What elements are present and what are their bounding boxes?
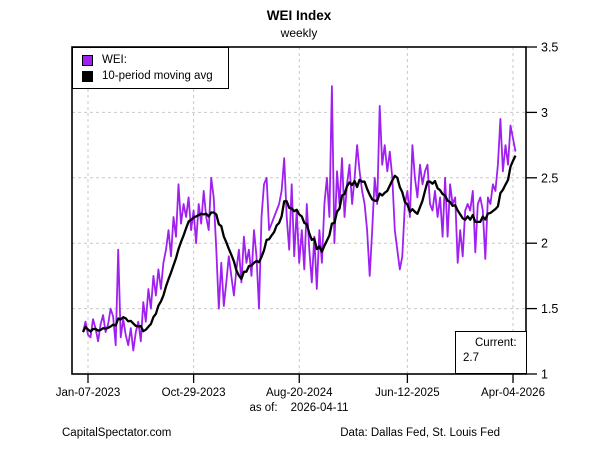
y-tick-label: 2 xyxy=(541,237,548,251)
legend-item-wei: WEI: xyxy=(82,53,222,67)
as-of-row: as of: 2026-04-11 xyxy=(72,402,526,414)
y-tick-label: 3 xyxy=(541,106,548,120)
moving-avg-line xyxy=(81,155,517,333)
source-site-caption: CapitalSpectator.com xyxy=(62,427,172,439)
as-of-label: as of: xyxy=(249,402,278,414)
legend-label-moving-avg: 10-period moving avg xyxy=(102,70,213,82)
x-tick-label: Apr-04-2026 xyxy=(481,387,545,399)
y-tick-label: 3.5 xyxy=(541,41,558,55)
legend-label-wei: WEI: xyxy=(102,54,127,66)
chart-subtitle: weekly xyxy=(280,26,318,40)
x-tick-label: Jan-07-2023 xyxy=(56,387,121,399)
current-value: 2.7 xyxy=(463,352,479,364)
x-tick-label: Aug-20-2024 xyxy=(266,387,333,399)
moving-avg-series-swatch xyxy=(82,70,93,82)
x-tick-label: Jun-12-2025 xyxy=(375,387,440,399)
wei-series-swatch xyxy=(82,54,93,66)
data-source-caption: Data: Dallas Fed, St. Louis Fed xyxy=(340,427,500,439)
wei-line xyxy=(82,85,517,352)
current-value-box: Current: 2.7 xyxy=(455,331,527,374)
y-tick-label: 1.5 xyxy=(541,302,558,316)
as-of-date: 2026-04-11 xyxy=(290,402,349,414)
y-tick-label: 2.5 xyxy=(541,171,558,185)
y-tick-label: 1 xyxy=(541,368,548,382)
legend-item-moving-avg: 10-period moving avg xyxy=(82,69,222,83)
legend: WEI: 10-period moving avg xyxy=(72,47,229,89)
current-label: Current: xyxy=(475,337,517,349)
chart-title: WEI Index xyxy=(266,8,332,23)
x-tick-label: Oct-29-2023 xyxy=(162,387,226,399)
